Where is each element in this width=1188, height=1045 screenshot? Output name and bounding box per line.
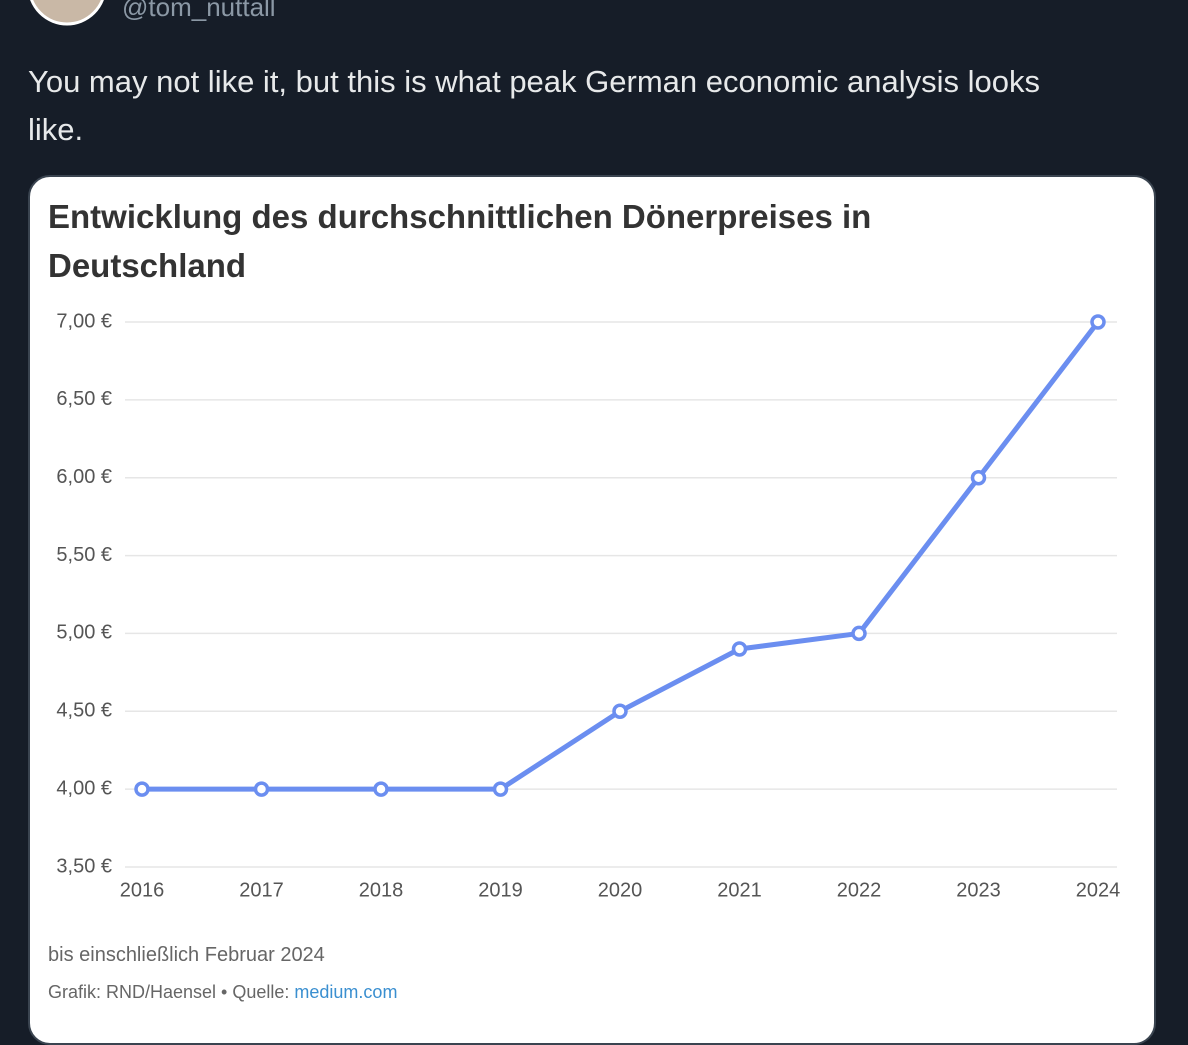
source-link[interactable]: medium.com xyxy=(294,982,398,1002)
y-tick-label: 4,00 € xyxy=(56,777,112,799)
x-tick-label: 2022 xyxy=(837,879,882,901)
chart: 3,50 € 4,00 € 4,50 € 5,00 € 5,50 € 6,00 € 6,50… xyxy=(56,310,1121,901)
data-point xyxy=(612,703,628,720)
x-tick-label: 2023 xyxy=(956,879,1001,901)
y-tick-label: 3,50 € xyxy=(56,855,112,877)
source-text: Grafik: RND/Haensel • Quelle: xyxy=(48,982,290,1002)
chart-title: Entwicklung des durchschnittlichen Döner… xyxy=(48,198,872,284)
y-tick-label: 6,00 € xyxy=(56,466,112,488)
data-point xyxy=(134,781,150,797)
x-tick-label: 2024 xyxy=(1076,879,1121,901)
y-tick-label: 4,50 € xyxy=(56,700,112,722)
data-point xyxy=(373,781,389,797)
y-tick-label: 5,00 € xyxy=(56,622,112,644)
x-tick-label: 2020 xyxy=(598,879,643,901)
data-point xyxy=(253,781,270,797)
x-tick-label: 2019 xyxy=(478,879,523,901)
y-tick-label: 7,00 € xyxy=(56,310,112,332)
data-point xyxy=(1090,314,1106,330)
x-tick-label: 2021 xyxy=(717,879,762,901)
avatar-layer xyxy=(29,0,105,26)
x-tick-label: 2017 xyxy=(239,879,284,901)
page: @tom_nuttall You may not like it, but th… xyxy=(28,0,1156,1045)
data-point xyxy=(970,469,987,486)
tweet-text: You may not like it, but this is what pe… xyxy=(28,64,1041,147)
data-point xyxy=(851,625,867,642)
avatar[interactable] xyxy=(29,0,105,26)
y-tick-label: 6,50 € xyxy=(56,388,112,410)
x-tick-label: 2016 xyxy=(120,879,165,901)
data-point xyxy=(731,641,748,657)
handle[interactable]: @tom_nuttall xyxy=(122,0,276,22)
chart-source: Grafik: RND/Haensel • Quelle: medium.com xyxy=(48,982,397,1003)
y-tick-label: 5,50 € xyxy=(56,544,112,566)
chart-card[interactable] xyxy=(28,175,1156,1045)
data-point xyxy=(492,781,509,797)
x-tick-label: 2018 xyxy=(359,879,404,901)
chart-note: bis einschließlich Februar 2024 xyxy=(48,944,325,966)
